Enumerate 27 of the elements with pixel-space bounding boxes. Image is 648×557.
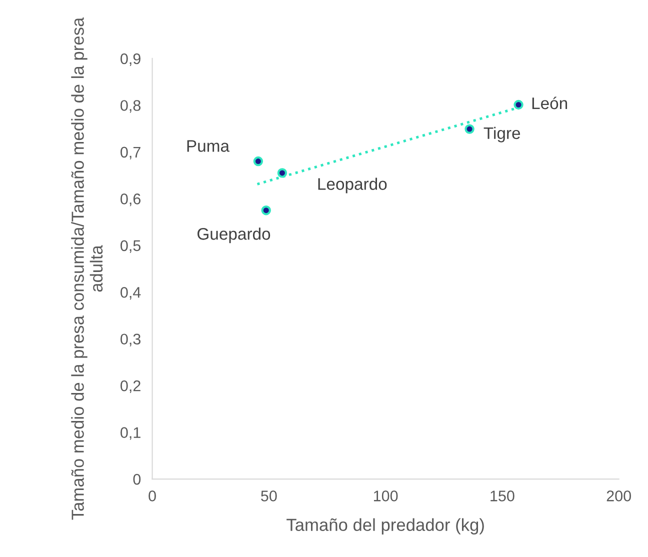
x-tick-label: 200 xyxy=(606,490,631,502)
x-tick-label: 150 xyxy=(490,490,514,502)
x-tick-label: 0 xyxy=(148,490,156,502)
annotation: Puma xyxy=(187,140,230,152)
x-axis-title: Tamaño del predador (kg) xyxy=(286,518,484,534)
point xyxy=(253,156,264,166)
y-tick-label: 0,6 xyxy=(120,194,140,206)
annotation: Guepardo xyxy=(198,228,270,244)
y-tick-label: 0,7 xyxy=(120,146,140,160)
annotation: León xyxy=(532,96,568,110)
x-tick-label: 100 xyxy=(374,490,398,502)
y-tick-label: 0,8 xyxy=(120,100,141,113)
y-tick-label: 0,1 xyxy=(120,427,140,440)
y-tick-label: 0,3 xyxy=(120,334,140,346)
y-tick-label: 0,2 xyxy=(120,380,140,394)
point xyxy=(514,100,524,110)
point xyxy=(261,205,271,216)
annotation: Tigre xyxy=(484,126,520,142)
y-tick-label: 0,4 xyxy=(120,286,141,300)
point xyxy=(464,124,474,134)
y-tick-label: 0,9 xyxy=(120,53,140,66)
y-axis-title: Tamaño medio de la presa consumida/Tamaño medio de la presa adulta xyxy=(71,17,103,520)
point xyxy=(277,168,288,178)
annotation: Leopardo xyxy=(318,178,387,194)
y-tick-label: 0 xyxy=(133,474,141,485)
x-tick-label: 50 xyxy=(261,490,277,502)
y-tick-label: 0,5 xyxy=(120,240,141,253)
